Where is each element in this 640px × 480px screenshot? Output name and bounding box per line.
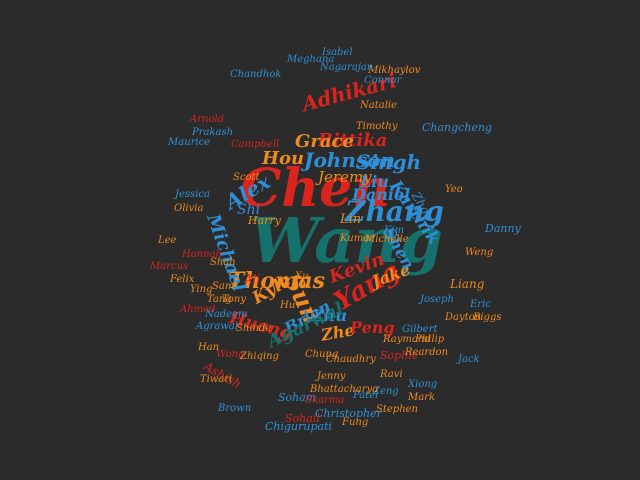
word-ali: Ali [244, 272, 261, 286]
word-sam: Sam [212, 281, 235, 292]
word-liu: Liu [360, 172, 389, 191]
word-zhu: Zhu [312, 306, 347, 325]
word-bhattacharya: Bhattacharya [310, 384, 379, 395]
word-mark: Mark [408, 392, 436, 403]
word-ravi: Ravi [380, 369, 403, 380]
word-maurice: Maurice [168, 137, 211, 148]
word-hannah: Hannah [182, 249, 222, 260]
word-zeng: Zeng [373, 386, 399, 397]
word-sophie: Sophie [380, 349, 419, 362]
word-olivia: Olivia [174, 203, 204, 214]
word-isabel: Isabel [322, 47, 353, 58]
word-joseph: Joseph [420, 294, 454, 305]
word-tang: Tang [207, 294, 232, 305]
word-xu: Xu [295, 271, 309, 282]
word-campbell: Campbell [231, 139, 280, 150]
word-weng: Weng [465, 247, 494, 258]
word-harry: Harry [248, 214, 281, 227]
word-chung: Chung [305, 349, 339, 360]
word-yeo: Yeo [445, 184, 463, 195]
word-patel: Patel [353, 390, 379, 401]
word-johnson: Johnson [304, 148, 396, 172]
word-tony: Tony [222, 294, 247, 305]
word-michelle: Michelle [365, 234, 409, 245]
word-hou: Hou [262, 148, 305, 169]
word-arnold: Arnold [190, 114, 225, 125]
word-daniel: Daniel [352, 185, 411, 204]
word-fung: Fung [342, 417, 369, 428]
word-mikhaylov: Mikhaylov [368, 65, 421, 76]
word-zhiqing: Zhiqing [240, 351, 280, 362]
word-natalie: Natalie [360, 100, 398, 111]
word-agrawal: Agrawal [196, 321, 239, 332]
word-dayton: Dayton [445, 312, 482, 323]
word-christopher: Christopher [315, 407, 382, 420]
word-wang: Wang [250, 204, 443, 277]
word-felix: Felix [170, 274, 195, 285]
word-chandhok: Chandhok [230, 69, 282, 80]
word-prakash: Prakash [192, 127, 234, 138]
word-reardon: Reardon [405, 347, 449, 358]
word-scott: Scott [233, 172, 260, 183]
word-meghana: Meghana [287, 54, 335, 65]
word-thomas: Thomas [228, 268, 325, 294]
word-kumar: Kumar [340, 233, 374, 244]
word-liang: Liang [450, 277, 485, 291]
word-grace: Grace [295, 131, 354, 152]
word-brown: Brown [218, 403, 252, 414]
word-wong: Wong [216, 349, 245, 360]
word-hu: Hu [280, 300, 296, 311]
word-nadeem: Nadeem [205, 309, 248, 320]
word-kim: Kim [384, 225, 405, 236]
word-peng: Peng [350, 318, 395, 337]
word-danny: Danny [485, 222, 521, 235]
word-shinde: Shinde [236, 323, 272, 334]
word-lin: Lin [340, 212, 362, 227]
word-singh: Singh [356, 150, 422, 174]
word-jenny: Jenny [317, 371, 346, 382]
word-shi: Shi [237, 202, 261, 218]
word-lee: Lee [158, 235, 177, 246]
word-ahmed: Ahmed [180, 304, 216, 315]
word-marcus: Marcus [150, 261, 189, 272]
word-zhang: Zhang [345, 195, 444, 228]
word-sohail: Sohail [285, 412, 320, 425]
word-biggs: Biggs [473, 312, 502, 323]
word-jeremy: Jeremy [318, 168, 372, 186]
word-changcheng: Changcheng [422, 121, 493, 134]
word-raymond: Raymond [383, 334, 431, 345]
word-rittika: Rittika [318, 130, 388, 151]
word-ying: Ying [190, 284, 213, 295]
word-xiong: Xiong [408, 379, 438, 390]
word-connor: Connor [364, 75, 402, 86]
word-gilbert: Gilbert [402, 324, 438, 335]
word-chigurupati: Chigurupati [265, 420, 333, 433]
word-nagarajan: Nagarajan [320, 62, 374, 73]
word-eric: Eric [470, 299, 491, 310]
word-soham: Soham [278, 391, 317, 404]
word-shah: Shah [210, 257, 236, 268]
word-chaudhry: Chaudhry [326, 354, 376, 365]
word-stephen: Stephen [376, 404, 418, 415]
word-timothy: Timothy [356, 121, 398, 132]
word-jack: Jack [458, 354, 480, 365]
word-chen: Chen [240, 158, 391, 219]
word-jessica: Jessica [175, 189, 210, 200]
word-sharma: Sharma [305, 395, 345, 406]
word-tiwari: Tiwari [200, 374, 233, 385]
word-han: Han [198, 342, 220, 353]
word-philip: Philip [415, 334, 445, 345]
